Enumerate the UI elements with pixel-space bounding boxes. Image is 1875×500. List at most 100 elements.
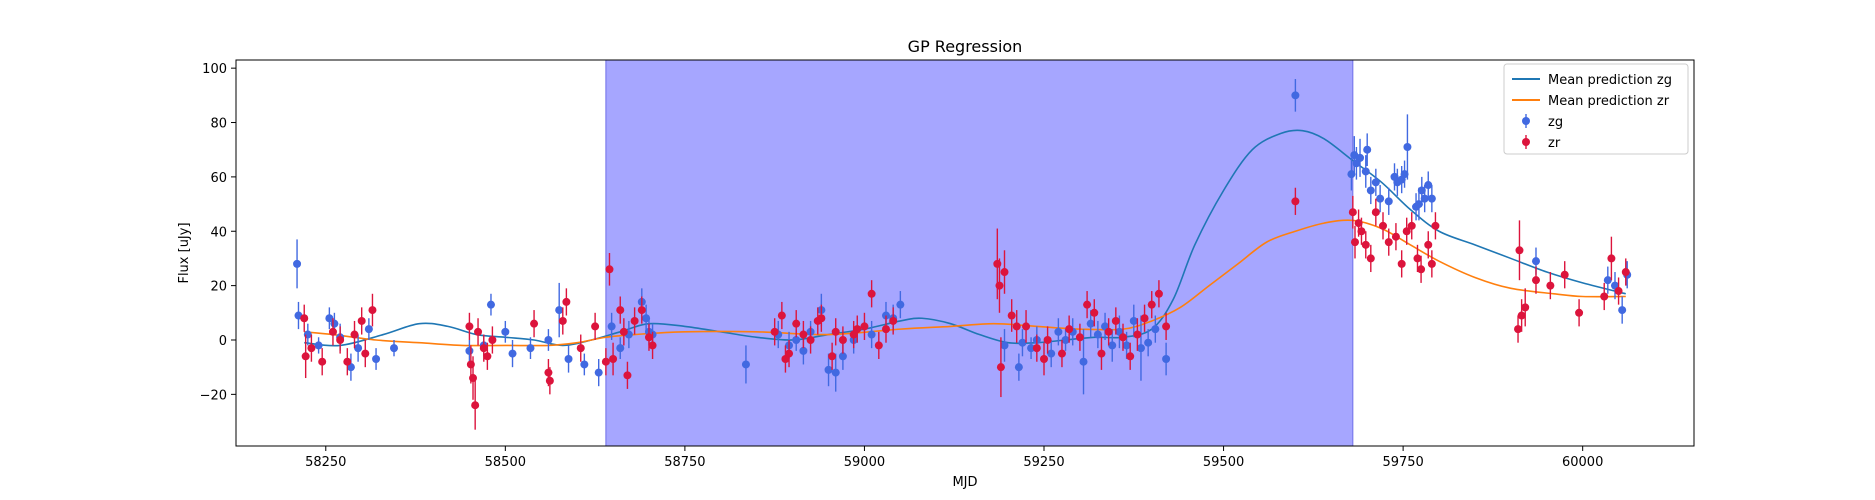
point-zg-34 (799, 346, 808, 355)
point-zg-76 (1384, 197, 1393, 206)
point-zr-88 (1379, 221, 1388, 230)
point-zr-10 (368, 306, 377, 315)
x-tick-label: 58250 (305, 455, 346, 470)
point-zr-3 (318, 357, 327, 366)
legend-box (1503, 63, 1689, 155)
legend: Mean prediction zg Mean prediction zr zg zr (1503, 63, 1689, 155)
point-zr-6 (343, 357, 352, 366)
point-zr-28 (609, 355, 618, 364)
legend-label-2: zg (1548, 115, 1563, 130)
x-tick-label: 59250 (1023, 455, 1064, 470)
point-zr-94 (1413, 254, 1422, 263)
point-zr-16 (479, 344, 488, 353)
point-zr-73 (1119, 333, 1128, 342)
point-zr-78 (1154, 289, 1163, 298)
point-zg-4 (325, 314, 334, 323)
y-tick-label: 0 (219, 334, 227, 349)
point-zg-0 (293, 259, 302, 268)
point-zg-65 (1162, 355, 1171, 364)
legend-marker-swatch-2 (1522, 117, 1530, 125)
legend-label-3: zr (1548, 136, 1561, 151)
highlight-span (605, 60, 1354, 446)
point-zr-31 (623, 371, 632, 380)
point-zg-9 (364, 325, 373, 334)
legend-label-0: Mean prediction zg (1548, 73, 1672, 88)
highlight-span-layer (605, 60, 1354, 446)
point-zr-83 (1354, 219, 1363, 228)
point-zg-60 (1122, 341, 1131, 350)
point-zg-64 (1151, 325, 1160, 334)
point-zr-30 (619, 327, 628, 336)
point-zg-52 (1061, 335, 1070, 344)
point-zr-100 (1515, 246, 1524, 255)
point-zr-49 (853, 325, 862, 334)
point-zg-87 (1427, 194, 1436, 203)
x-tick-label: 58500 (485, 455, 526, 470)
point-zg-20 (564, 355, 573, 364)
point-zr-46 (831, 327, 840, 336)
x-ticks: 58250 58500 58750 59000 59250 59500 59750 60000 (305, 446, 1603, 470)
point-zr-62 (1032, 344, 1041, 353)
point-zg-75 (1376, 194, 1385, 203)
point-zg-72 (1363, 145, 1372, 154)
point-zr-39 (785, 349, 794, 358)
point-zr-4 (328, 327, 337, 336)
point-zr-33 (637, 306, 646, 315)
point-zr-82 (1350, 238, 1359, 247)
point-zr-65 (1057, 349, 1066, 358)
point-zg-10 (372, 355, 381, 364)
point-zr-58 (1000, 268, 1009, 277)
point-zg-71 (1361, 167, 1370, 176)
point-zr-61 (1022, 322, 1031, 331)
point-zg-12 (465, 346, 474, 355)
point-zg-83 (1414, 200, 1423, 209)
y-ticks: −20 0 20 40 60 80 100 (200, 62, 236, 403)
x-tick-label: 59500 (1203, 455, 1244, 470)
point-zg-5 (330, 319, 339, 328)
point-zg-45 (1000, 341, 1009, 350)
point-zr-18 (488, 335, 497, 344)
point-zg-41 (867, 330, 876, 339)
y-tick-label: 40 (210, 225, 227, 240)
point-zr-103 (1531, 276, 1540, 285)
point-zg-15 (501, 327, 510, 336)
x-tick-label: 59000 (844, 455, 885, 470)
point-zr-19 (530, 319, 539, 328)
point-zr-84 (1357, 227, 1366, 236)
point-zr-63 (1040, 355, 1049, 364)
point-zr-41 (799, 330, 808, 339)
point-zr-64 (1043, 335, 1052, 344)
point-zg-67 (1347, 170, 1356, 179)
point-zg-63 (1144, 338, 1153, 347)
point-zr-107 (1600, 292, 1609, 301)
point-zr-7 (350, 330, 359, 339)
point-zr-25 (591, 322, 600, 331)
point-zr-91 (1397, 259, 1406, 268)
point-zr-109 (1614, 287, 1623, 296)
point-zg-48 (1027, 344, 1036, 353)
point-zr-9 (361, 349, 370, 358)
point-zr-97 (1427, 259, 1436, 268)
x-tick-label: 59750 (1382, 455, 1423, 470)
point-zg-30 (741, 360, 750, 369)
point-zr-104 (1546, 281, 1555, 290)
errorbar-layer (293, 79, 1632, 430)
plot-area (293, 60, 1632, 446)
point-zr-85 (1361, 240, 1370, 249)
point-zg-86 (1424, 181, 1433, 190)
point-zr-15 (474, 327, 483, 336)
series-zg (293, 79, 1632, 395)
point-zg-70 (1356, 153, 1365, 162)
point-zr-26 (601, 357, 610, 366)
point-zg-8 (354, 344, 363, 353)
point-zr-36 (770, 327, 779, 336)
point-zr-53 (881, 325, 890, 334)
point-zr-95 (1417, 265, 1426, 274)
x-axis-label: MJD (952, 475, 977, 490)
y-tick-label: −20 (200, 388, 227, 403)
point-zr-44 (817, 314, 826, 323)
point-zr-1 (301, 352, 310, 361)
point-zg-3 (314, 341, 323, 350)
point-zg-47 (1018, 338, 1027, 347)
point-zg-24 (616, 344, 625, 353)
